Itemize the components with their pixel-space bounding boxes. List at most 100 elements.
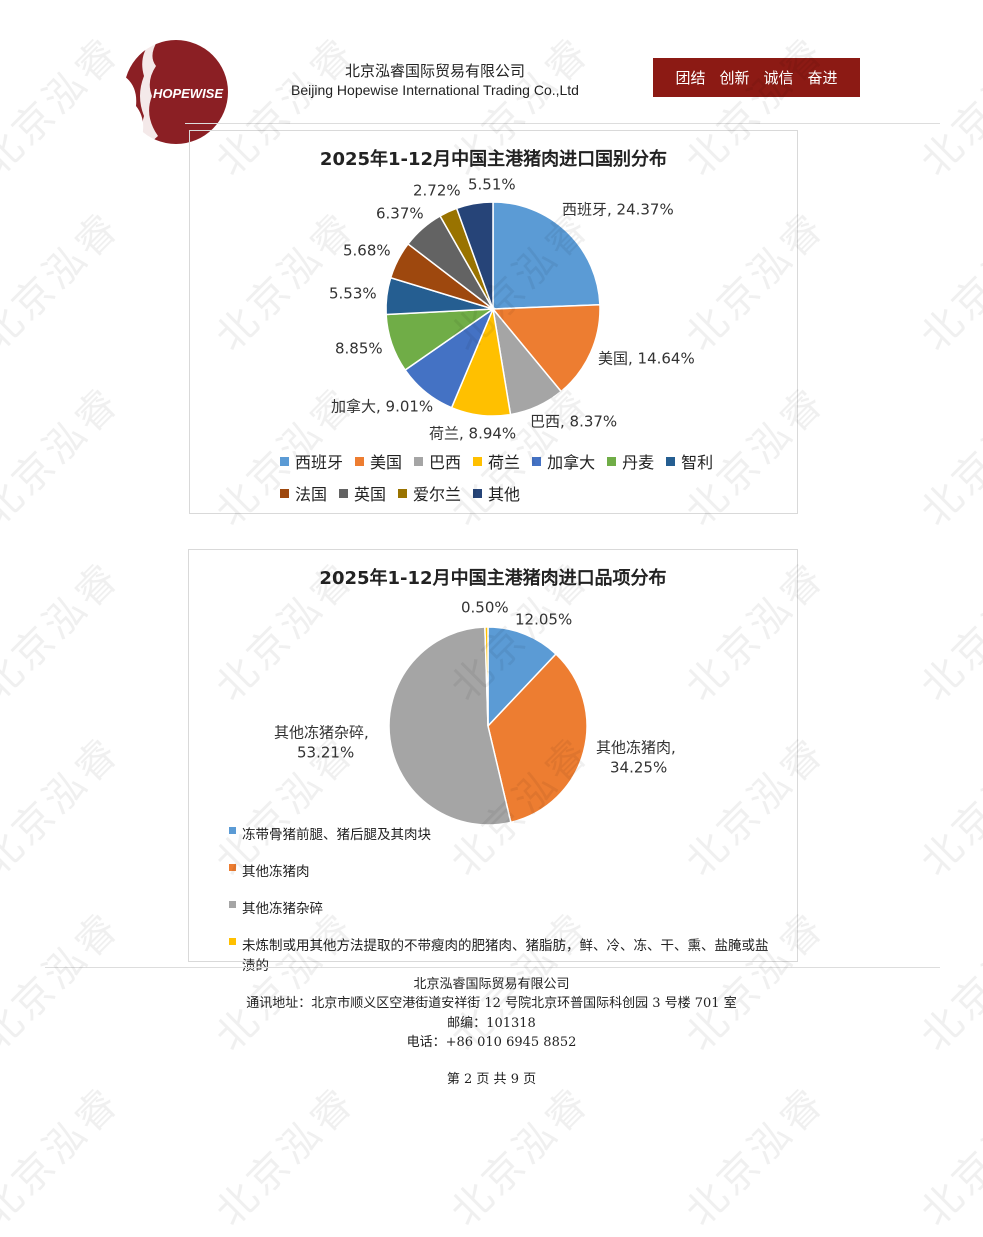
legend-item: 加拿大 <box>532 449 595 473</box>
legend-label: 冻带骨猪前腿、猪后腿及其肉块 <box>242 827 431 843</box>
legend-item: 美国 <box>355 449 402 473</box>
watermark-text: 北京泓睿 <box>435 0 600 12</box>
legend-swatch <box>229 864 236 871</box>
data-label: 美国, 14.64% <box>598 350 695 368</box>
company-name-en: Beijing Hopewise International Trading C… <box>291 82 579 98</box>
header-divider <box>185 123 940 124</box>
watermark-text: 北京泓睿 <box>0 378 130 536</box>
watermark-text: 北京泓睿 <box>207 1078 365 1236</box>
legend-item: 英国 <box>339 481 386 505</box>
legend-label: 其他冻猪肉 <box>242 864 310 880</box>
chart-legend: 冻带骨猪前腿、猪后腿及其肉块 其他冻猪肉其他冻猪杂碎未炼制或用其他方法提取的不带瘦… <box>229 823 769 991</box>
legend-item: 西班牙 <box>280 449 343 473</box>
watermark-text: 北京泓睿 <box>677 1078 835 1236</box>
watermark-text: 北京泓睿 <box>0 0 131 12</box>
watermark-text: 北京泓睿 <box>905 0 983 12</box>
legend-swatch <box>280 456 289 466</box>
pie-plot: 西班牙, 24.37% 美国, 14.64% 巴西, 8.37% 荷兰, 8.94% 加… <box>329 176 695 443</box>
data-label: 其他冻猪杂碎, <box>274 724 369 742</box>
watermark-text: 北京泓睿 <box>912 728 983 886</box>
footer-address: 通讯地址：北京市顺义区空港街道安祥街 12 号院北京环普国际科创园 3 号楼 7… <box>246 996 737 1011</box>
chart-title: 2025年1-12月中国主港猪肉进口国别分布 <box>319 149 668 170</box>
page-number: 第 2 页 共 9 页 <box>446 1072 537 1087</box>
pie-slice <box>491 304 601 393</box>
legend-label: 智利 <box>681 453 714 472</box>
legend-swatch <box>398 488 408 498</box>
legend-swatch <box>229 901 236 908</box>
legend-item: 其他 <box>473 481 520 505</box>
legend-label: 爱尔兰 <box>413 485 462 504</box>
legend-label: 丹麦 <box>622 453 655 472</box>
legend-swatch <box>607 456 617 466</box>
legend-label: 荷兰 <box>488 453 521 472</box>
data-label: 34.25% <box>610 759 667 777</box>
country-pie-chart: 2025年1-12月中国主港猪肉进口国别分布 西班牙, 24.37% 美国, 14… <box>189 130 798 514</box>
pie-slice <box>388 626 512 826</box>
data-label: 2.72% <box>413 182 461 200</box>
data-label: 8.85% <box>335 340 383 358</box>
data-label: 6.37% <box>376 205 424 223</box>
watermark-text: 北京泓睿 <box>912 378 983 536</box>
motto-word: 创新 <box>719 69 750 87</box>
watermark-text: 北京泓睿 <box>442 1078 600 1236</box>
legend-label: 英国 <box>354 485 387 504</box>
legend-item: 爱尔兰 <box>398 481 461 505</box>
legend-label: 西班牙 <box>295 453 344 472</box>
chart-title: 2025年1-12月中国主港猪肉进口品项分布 <box>319 568 667 589</box>
legend-label: 其他 <box>488 485 521 504</box>
legend-swatch <box>666 456 676 466</box>
legend-swatch <box>280 488 289 498</box>
data-label: 5.51% <box>468 176 516 194</box>
legend-item: 其他冻猪杂碎 <box>229 897 769 917</box>
pie-slice <box>484 626 489 727</box>
legend-item: 丹麦 <box>607 449 654 473</box>
legend-label: 其他冻猪杂碎 <box>242 901 323 917</box>
data-label: 5.53% <box>329 285 377 303</box>
motto-banner: 团结 创新 诚信 奋进 <box>653 58 860 97</box>
data-label: 加拿大, 9.01% <box>331 398 433 416</box>
data-label: 其他冻猪肉, <box>596 739 676 757</box>
watermark-text: 北京泓睿 <box>912 1078 983 1236</box>
company-name-cn: 北京泓睿国际贸易有限公司 <box>344 62 525 80</box>
pie-slice <box>487 626 558 728</box>
company-logo: HOPEWISE <box>118 36 230 148</box>
pie-plot: 12.05% 其他冻猪肉, 34.25% 其他冻猪杂碎, 53.21% 0.50% <box>274 599 676 826</box>
legend-label: 巴西 <box>429 453 462 472</box>
watermark-text: 北京泓睿 <box>0 203 130 361</box>
legend-label: 未炼制或用其他方法提取的不带瘦肉的肥猪肉、猪脂肪，鲜、冷、冻、干、熏、盐腌或盐渍… <box>242 938 769 974</box>
pie-slice <box>455 201 494 310</box>
legend-swatch <box>229 938 236 945</box>
watermark-text: 北京泓睿 <box>0 553 130 711</box>
data-label: 西班牙, 24.37% <box>562 201 674 219</box>
legend-swatch <box>229 827 236 834</box>
pie-slice <box>492 201 601 310</box>
logo-text: HOPEWISE <box>153 86 223 101</box>
watermark-text: 北京泓睿 <box>912 28 983 186</box>
product-pie-chart: 2025年1-12月中国主港猪肉进口品项分布 12.05% 其他冻猪肉, 34.25… <box>188 549 798 974</box>
legend-label: 美国 <box>370 453 403 472</box>
watermark-text: 北京泓睿 <box>912 553 983 711</box>
pie-slice <box>487 652 588 824</box>
legend-item: 巴西 <box>414 449 461 473</box>
watermark-text: 北京泓睿 <box>0 1078 130 1236</box>
legend-item: 其他冻猪肉 <box>229 860 769 880</box>
chart-legend: 西班牙 美国 巴西 荷兰 加拿大 丹麦 智利 法国 英国 爱尔兰 其他 <box>280 449 720 505</box>
legend-swatch <box>414 456 424 466</box>
motto-word: 诚信 <box>763 69 794 87</box>
motto-word: 团结 <box>675 69 706 87</box>
data-label: 巴西, 8.37% <box>530 413 617 431</box>
legend-item: 未炼制或用其他方法提取的不带瘦肉的肥猪肉、猪脂肪，鲜、冷、冻、干、熏、盐腌或盐渍… <box>229 934 769 974</box>
footer-divider <box>45 967 940 968</box>
legend-swatch <box>355 456 365 466</box>
watermark-text: 北京泓睿 <box>670 0 835 12</box>
data-label: 0.50% <box>461 599 509 617</box>
footer-phone: 电话：+86 010 6945 8852 <box>406 1035 577 1050</box>
watermark-text: 北京泓睿 <box>912 203 983 361</box>
data-label: 荷兰, 8.94% <box>429 425 516 443</box>
legend-item: 冻带骨猪前腿、猪后腿及其肉块 <box>229 823 769 843</box>
legend-swatch <box>532 456 542 466</box>
data-label: 12.05% <box>515 611 572 629</box>
watermark-text: 北京泓睿 <box>0 728 130 886</box>
data-label: 53.21% <box>297 744 354 762</box>
legend-swatch <box>473 456 483 466</box>
